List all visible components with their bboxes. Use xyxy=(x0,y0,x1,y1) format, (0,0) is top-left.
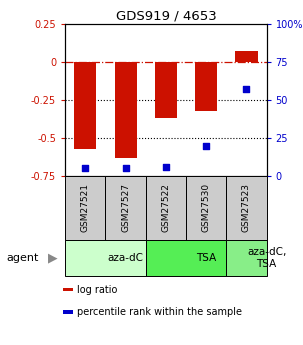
Bar xyxy=(235,51,258,62)
Bar xyxy=(226,176,267,240)
Bar xyxy=(65,240,146,276)
Bar xyxy=(186,176,226,240)
Bar xyxy=(146,176,186,240)
Bar xyxy=(65,176,105,240)
Text: GSM27527: GSM27527 xyxy=(121,183,130,233)
Text: GSM27530: GSM27530 xyxy=(202,183,211,233)
Text: GSM27523: GSM27523 xyxy=(242,183,251,233)
Text: aza-dC,
TSA: aza-dC, TSA xyxy=(247,247,286,269)
Point xyxy=(123,166,128,171)
Text: agent: agent xyxy=(6,253,38,263)
Bar xyxy=(115,62,137,158)
Bar xyxy=(195,62,217,111)
Bar xyxy=(63,310,73,314)
Title: GDS919 / 4653: GDS919 / 4653 xyxy=(115,10,216,23)
Bar xyxy=(146,240,226,276)
Text: ▶: ▶ xyxy=(48,252,58,264)
Text: percentile rank within the sample: percentile rank within the sample xyxy=(77,307,242,317)
Point xyxy=(164,164,168,170)
Bar xyxy=(74,62,96,149)
Bar xyxy=(105,176,146,240)
Text: aza-dC: aza-dC xyxy=(108,253,144,263)
Point xyxy=(204,143,209,148)
Text: GSM27521: GSM27521 xyxy=(81,183,90,233)
Bar xyxy=(63,288,73,292)
Text: log ratio: log ratio xyxy=(77,285,117,295)
Point xyxy=(244,87,249,92)
Text: GSM27522: GSM27522 xyxy=(161,184,170,232)
Text: TSA: TSA xyxy=(196,253,216,263)
Point xyxy=(83,166,88,171)
Bar xyxy=(155,62,177,118)
Bar xyxy=(226,240,267,276)
